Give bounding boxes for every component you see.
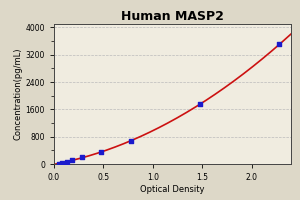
Point xyxy=(99,150,104,154)
Point xyxy=(69,158,74,162)
Point xyxy=(56,162,61,166)
Point xyxy=(79,156,84,159)
Title: Human MASP2: Human MASP2 xyxy=(121,10,224,23)
Point xyxy=(64,160,69,163)
X-axis label: Optical Density: Optical Density xyxy=(140,185,205,194)
Point xyxy=(129,139,134,142)
Point xyxy=(277,43,281,46)
Y-axis label: Concentration(pg/mL): Concentration(pg/mL) xyxy=(14,48,23,140)
Point xyxy=(198,103,203,106)
Point xyxy=(59,161,64,165)
